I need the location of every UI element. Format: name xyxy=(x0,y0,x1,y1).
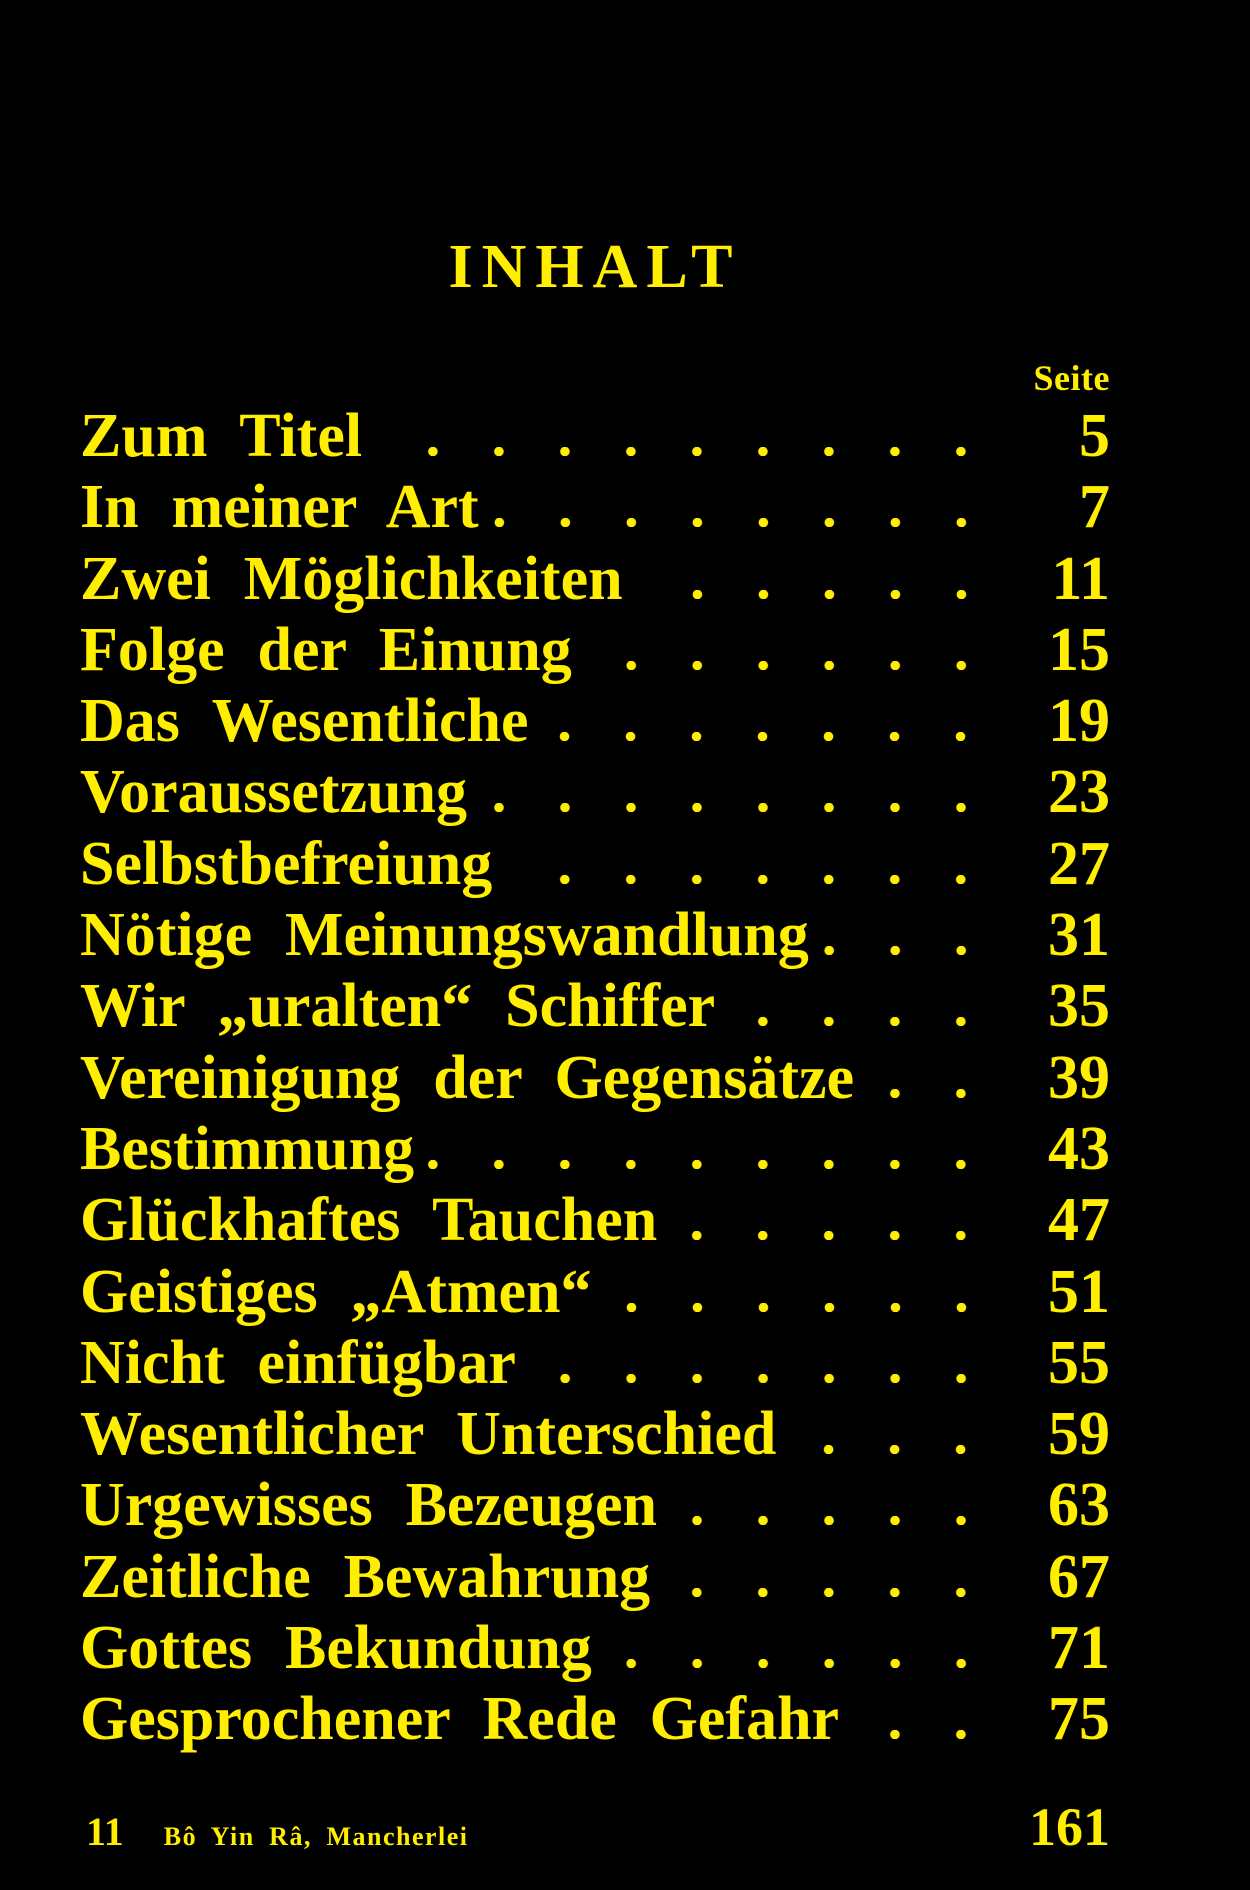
dot-leader xyxy=(428,1159,994,1169)
dot-leader xyxy=(492,518,994,528)
entry-title: Selbstbefreiung xyxy=(80,829,493,898)
entry-page-number: 31 xyxy=(1048,901,1110,970)
entry-title: Zeitliche Bewahrung xyxy=(80,1542,651,1611)
toc-entry: Glückhaftes Tauchen 47 xyxy=(80,1185,1110,1256)
toc-entry: Nicht einfügbar 55 xyxy=(80,1328,1110,1399)
entry-page-number: 43 xyxy=(1048,1114,1110,1183)
dot-leader xyxy=(376,447,994,456)
entry-page-number: 47 xyxy=(1048,1186,1110,1255)
dot-leader xyxy=(481,803,994,813)
entry-title: Zum Titel xyxy=(80,402,363,470)
dot-leader xyxy=(822,946,994,956)
dot-leader xyxy=(670,1516,994,1526)
entry-page-number: 71 xyxy=(1048,1614,1110,1683)
volume-page-number: 161 xyxy=(1029,1797,1110,1857)
entry-title: Nicht einfügbar xyxy=(80,1328,516,1397)
dot-leader xyxy=(585,660,994,670)
toc-entry: Zum Titel 5 xyxy=(80,401,1110,472)
toc-entry: Wesentlicher Unterschied 59 xyxy=(80,1399,1110,1470)
toc-entry: Vereinigung der Gegensätze 39 xyxy=(80,1043,1110,1114)
column-header-seite: Seite xyxy=(1033,358,1110,398)
entry-page-number: 7 xyxy=(1079,473,1110,542)
entry-title: Bestimmung xyxy=(80,1114,415,1183)
entry-page-number: 39 xyxy=(1048,1043,1110,1112)
toc-entry: Wir „uralten“ Schiffer 35 xyxy=(80,971,1110,1042)
entry-title: Urgewisses Bezeugen xyxy=(80,1471,657,1540)
toc-entry: Selbstbefreiung 27 xyxy=(80,829,1110,900)
entry-title: Nötige Meinungswandlung xyxy=(80,901,809,970)
toc-entry: Gottes Bekundung 71 xyxy=(80,1613,1110,1684)
dot-leader xyxy=(506,874,994,884)
entry-page-number: 19 xyxy=(1048,687,1110,756)
entry-page-number: 35 xyxy=(1048,972,1110,1041)
entry-title: Das Wesentliche xyxy=(80,687,529,756)
page-title: INHALT xyxy=(448,233,742,301)
dot-leader xyxy=(729,1017,994,1027)
entry-title: Geistiges „Atmen“ xyxy=(80,1257,592,1326)
signature-number: 11 xyxy=(86,1809,124,1854)
entry-page-number: 23 xyxy=(1048,758,1110,827)
dot-leader xyxy=(853,1730,994,1740)
dot-leader xyxy=(605,1659,994,1669)
toc-entry: Voraussetzung 23 xyxy=(80,757,1110,828)
dot-leader xyxy=(671,1231,994,1241)
toc-entry: Zwei Möglichkeiten 11 xyxy=(80,544,1110,615)
entry-title: Glückhaftes Tauchen xyxy=(80,1186,658,1255)
entry-page-number: 63 xyxy=(1048,1471,1110,1540)
toc-entry: In meiner Art 7 xyxy=(80,472,1110,543)
toc-entry: Bestimmung 43 xyxy=(80,1114,1110,1185)
entry-title: Wir „uralten“ Schiffer xyxy=(80,972,716,1041)
entry-page-number: 67 xyxy=(1048,1542,1110,1611)
entry-title: Gottes Bekundung xyxy=(80,1614,592,1683)
entry-title: In meiner Art xyxy=(80,473,479,542)
dot-leader xyxy=(636,589,994,599)
toc-entry: Nötige Meinungswandlung 31 xyxy=(80,900,1110,971)
toc-entry: Gesprochener Rede Gefahr 75 xyxy=(80,1684,1110,1755)
page-footer: 11 Bô Yin Râ, Mancherlei 161 xyxy=(86,1800,1110,1854)
toc-entry: Zeitliche Bewahrung 67 xyxy=(80,1542,1110,1613)
entry-title: Vereinigung der Gegensätze xyxy=(80,1043,855,1112)
entry-page-number: 15 xyxy=(1048,615,1110,684)
toc-entry: Geistiges „Atmen“ 51 xyxy=(80,1257,1110,1328)
book-reference: Bô Yin Râ, Mancherlei xyxy=(163,1822,469,1851)
toc-list: Zum Titel 5 In meiner Art 7 Zwei Möglich… xyxy=(80,401,1110,1756)
entry-title: Wesentlicher Unterschied xyxy=(80,1400,777,1469)
entry-page-number: 51 xyxy=(1048,1257,1110,1326)
entry-title: Gesprochener Rede Gefahr xyxy=(80,1685,840,1754)
footer-left: 11 Bô Yin Râ, Mancherlei xyxy=(86,1812,469,1852)
dot-leader xyxy=(790,1445,994,1455)
dot-leader xyxy=(868,1088,994,1098)
entry-title: Voraussetzung xyxy=(80,758,467,827)
dot-leader xyxy=(542,732,994,742)
toc-entry: Urgewisses Bezeugen 63 xyxy=(80,1470,1110,1541)
entry-title: Folge der Einung xyxy=(80,615,572,684)
toc-entry: Das Wesentliche 19 xyxy=(80,686,1110,757)
dot-leader xyxy=(605,1302,994,1312)
dot-leader xyxy=(529,1373,994,1383)
entry-title: Zwei Möglichkeiten xyxy=(80,544,623,613)
dot-leader xyxy=(664,1587,994,1597)
entry-page-number: 75 xyxy=(1048,1685,1110,1754)
entry-page-number: 55 xyxy=(1048,1328,1110,1397)
toc-entry: Folge der Einung 15 xyxy=(80,615,1110,686)
entry-page-number: 11 xyxy=(1051,544,1110,613)
entry-page-number: 59 xyxy=(1048,1400,1110,1469)
entry-page-number: 5 xyxy=(1079,402,1110,470)
entry-page-number: 27 xyxy=(1048,829,1110,898)
